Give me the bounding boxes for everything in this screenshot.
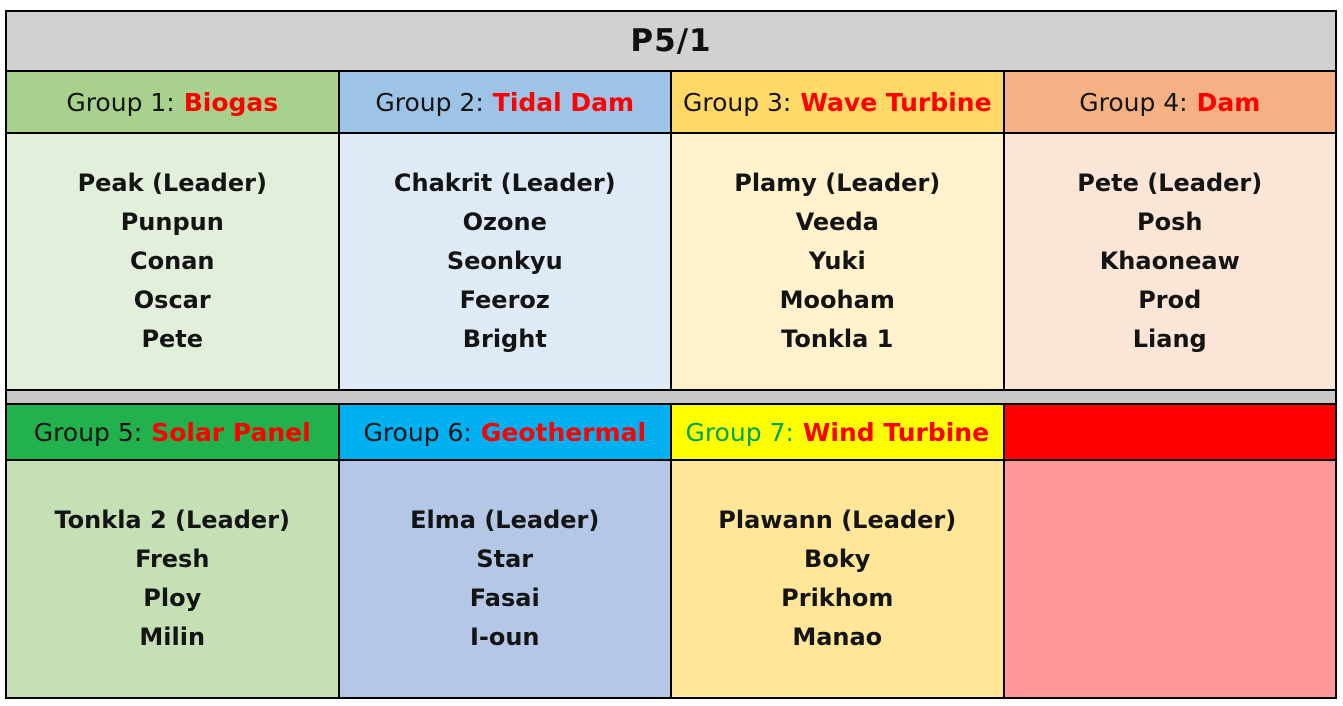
group-4-members: Pete (Leader) Posh Khaoneaw Prod Liang [1004,134,1335,389]
group-6-header: Group 6: Geothermal [339,405,670,459]
member-name: Star [476,545,534,573]
member-name: Pete (Leader) [1077,169,1263,197]
empty-group-members [1004,461,1335,697]
group-3-topic: Wave Turbine [800,87,992,117]
group-7-header: Group 7: Wind Turbine [672,405,1003,459]
group-6-topic: Geothermal [480,417,647,447]
group-3-header: Group 3: Wave Turbine [672,72,1003,132]
member-name: Veeda [795,208,879,236]
member-name: Ploy [143,584,202,612]
group-4-header: Group 4: Dam [1004,72,1335,132]
member-name: Seonkyu [446,247,563,275]
member-name: Pete [141,325,204,353]
group-1-members: Peak (Leader) Punpun Conan Oscar Pete [7,134,338,389]
member-name: Conan [130,247,215,275]
member-name: Tonkla 1 [781,325,894,353]
group-7-members: Plawann (Leader) Boky Prikhom Manao [672,461,1003,697]
group-5-topic: Solar Panel [151,417,311,447]
group-2-members: Chakrit (Leader) Ozone Seonkyu Feeroz Bright [339,134,670,389]
group-1-topic: Biogas [183,87,279,117]
group-5-members: Tonkla 2 (Leader) Fresh Ploy Milin [7,461,338,697]
member-name: Tonkla 2 (Leader) [54,506,291,534]
member-name: Bright [462,325,547,353]
member-name: Posh [1137,208,1203,236]
group-3-label: Group 3: [682,87,792,117]
member-name: Prod [1138,286,1202,314]
member-name: Peak (Leader) [77,169,267,197]
member-name: Fasai [469,584,540,612]
group-4-topic: Dam [1196,87,1261,117]
group-5-label: Group 5: [33,417,143,447]
member-name: Elma (Leader) [410,506,600,534]
member-name: Plamy (Leader) [734,169,941,197]
group-1-header: Group 1: Biogas [7,72,338,132]
group-4-label: Group 4: [1079,87,1188,117]
member-name: Feeroz [459,286,550,314]
member-name: I-oun [469,623,540,651]
member-name: Yuki [808,247,866,275]
group-2-label: Group 2: [375,87,484,117]
member-name: Prikhom [781,584,894,612]
group-7-topic: Wind Turbine [802,417,990,447]
member-name: Boky [804,545,871,573]
member-name: Punpun [120,208,224,236]
group-2-header: Group 2: Tidal Dam [339,72,670,132]
group-3-members: Plamy (Leader) Veeda Yuki Mooham Tonkla 1 [672,134,1003,389]
group-2-topic: Tidal Dam [492,87,635,117]
group-6-label: Group 6: [363,417,472,447]
page-title: P5/1 [7,12,1335,70]
member-name: Liang [1132,325,1207,353]
group-5-header: Group 5: Solar Panel [7,405,338,459]
member-name: Plawann (Leader) [718,506,957,534]
member-name: Oscar [133,286,211,314]
member-name: Manao [792,623,883,651]
group-1-label: Group 1: [66,87,175,117]
member-name: Fresh [135,545,210,573]
section-divider [7,391,1335,403]
group-assignment-table: P5/1 Group 1: Biogas Group 2: Tidal Dam … [5,10,1337,699]
empty-group-header [1004,405,1335,459]
member-name: Milin [139,623,206,651]
group-7-label: Group 7: [685,417,794,447]
member-name: Khaoneaw [1099,247,1240,275]
member-name: Chakrit (Leader) [393,169,616,197]
member-name: Mooham [779,286,895,314]
member-name: Ozone [462,208,547,236]
group-6-members: Elma (Leader) Star Fasai I-oun [339,461,670,697]
